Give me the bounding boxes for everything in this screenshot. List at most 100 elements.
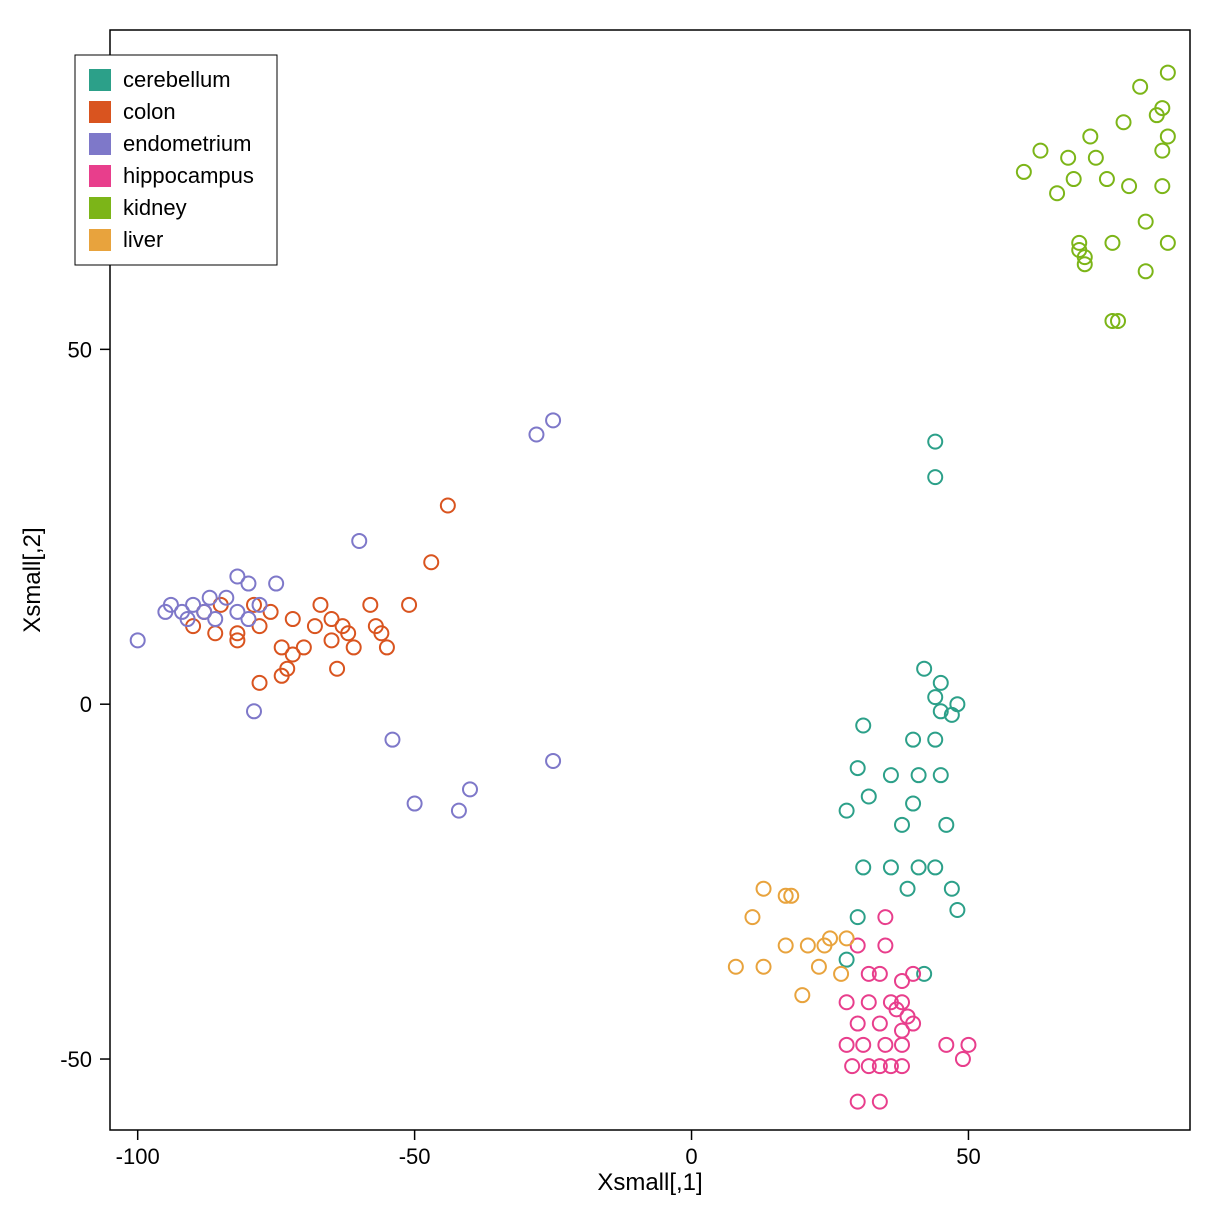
data-point: [851, 1017, 865, 1031]
data-point: [939, 818, 953, 832]
data-point: [779, 938, 793, 952]
data-point: [1155, 144, 1169, 158]
data-point: [939, 1038, 953, 1052]
data-point: [325, 633, 339, 647]
data-point: [1155, 179, 1169, 193]
data-point: [895, 1038, 909, 1052]
legend-swatch: [89, 165, 111, 187]
x-tick-label: 50: [956, 1144, 980, 1169]
data-point: [878, 910, 892, 924]
data-point: [895, 818, 909, 832]
data-point: [928, 470, 942, 484]
data-point: [862, 995, 876, 1009]
data-point: [208, 626, 222, 640]
data-point: [308, 619, 322, 633]
data-point: [856, 860, 870, 874]
data-point: [961, 1038, 975, 1052]
data-point: [1033, 144, 1047, 158]
data-point: [241, 612, 255, 626]
data-point: [917, 662, 931, 676]
data-point: [253, 676, 267, 690]
data-point: [1161, 66, 1175, 80]
data-point: [1017, 165, 1031, 179]
legend: cerebellumcolonendometriumhippocampuskid…: [75, 55, 277, 265]
data-point: [269, 577, 283, 591]
data-point: [330, 662, 344, 676]
legend-swatch: [89, 229, 111, 251]
legend-swatch: [89, 101, 111, 123]
data-point: [1105, 236, 1119, 250]
y-axis-label: Xsmall[,2]: [19, 527, 46, 632]
data-point: [956, 1052, 970, 1066]
data-point: [840, 1038, 854, 1052]
data-point: [878, 938, 892, 952]
data-point: [441, 498, 455, 512]
data-point: [203, 591, 217, 605]
data-point: [1161, 129, 1175, 143]
data-point: [934, 768, 948, 782]
data-point: [795, 988, 809, 1002]
data-point: [928, 435, 942, 449]
chart-svg: -100-50050-50050Xsmall[,1]Xsmall[,2]cere…: [0, 0, 1224, 1224]
data-point: [546, 754, 560, 768]
data-point: [1067, 172, 1081, 186]
data-point: [840, 804, 854, 818]
data-point: [873, 1017, 887, 1031]
data-point: [452, 804, 466, 818]
data-point: [745, 910, 759, 924]
data-point: [856, 718, 870, 732]
data-point: [1139, 215, 1153, 229]
data-point: [856, 1038, 870, 1052]
data-point: [1117, 115, 1131, 129]
data-point: [352, 534, 366, 548]
data-point: [840, 995, 854, 1009]
legend-swatch: [89, 69, 111, 91]
data-point: [1161, 236, 1175, 250]
data-point: [840, 931, 854, 945]
data-point: [286, 612, 300, 626]
data-point: [1122, 179, 1136, 193]
data-point: [801, 938, 815, 952]
data-point: [851, 910, 865, 924]
data-point: [208, 612, 222, 626]
data-point: [131, 633, 145, 647]
data-point: [529, 428, 543, 442]
data-point: [928, 733, 942, 747]
legend-label: cerebellum: [123, 67, 231, 92]
data-point: [313, 598, 327, 612]
data-point: [845, 1059, 859, 1073]
data-point: [901, 882, 915, 896]
data-point: [812, 960, 826, 974]
data-point: [912, 860, 926, 874]
x-tick-label: -100: [116, 1144, 160, 1169]
data-point: [463, 782, 477, 796]
legend-label: endometrium: [123, 131, 251, 156]
data-point: [851, 1095, 865, 1109]
data-point: [834, 967, 848, 981]
data-point: [928, 690, 942, 704]
data-point: [912, 768, 926, 782]
data-point: [546, 413, 560, 427]
data-point: [906, 797, 920, 811]
data-point: [928, 860, 942, 874]
points-group: [131, 66, 1175, 1109]
data-point: [862, 789, 876, 803]
data-point: [363, 598, 377, 612]
legend-label: kidney: [123, 195, 187, 220]
data-point: [286, 648, 300, 662]
data-point: [873, 1095, 887, 1109]
data-point: [1061, 151, 1075, 165]
data-point: [729, 960, 743, 974]
data-point: [424, 555, 438, 569]
data-point: [950, 903, 964, 917]
data-point: [380, 640, 394, 654]
data-point: [840, 953, 854, 967]
data-point: [1089, 151, 1103, 165]
data-point: [408, 797, 422, 811]
data-point: [247, 704, 261, 718]
data-point: [347, 640, 361, 654]
data-point: [1100, 172, 1114, 186]
data-point: [241, 577, 255, 591]
data-point: [385, 733, 399, 747]
data-point: [934, 676, 948, 690]
